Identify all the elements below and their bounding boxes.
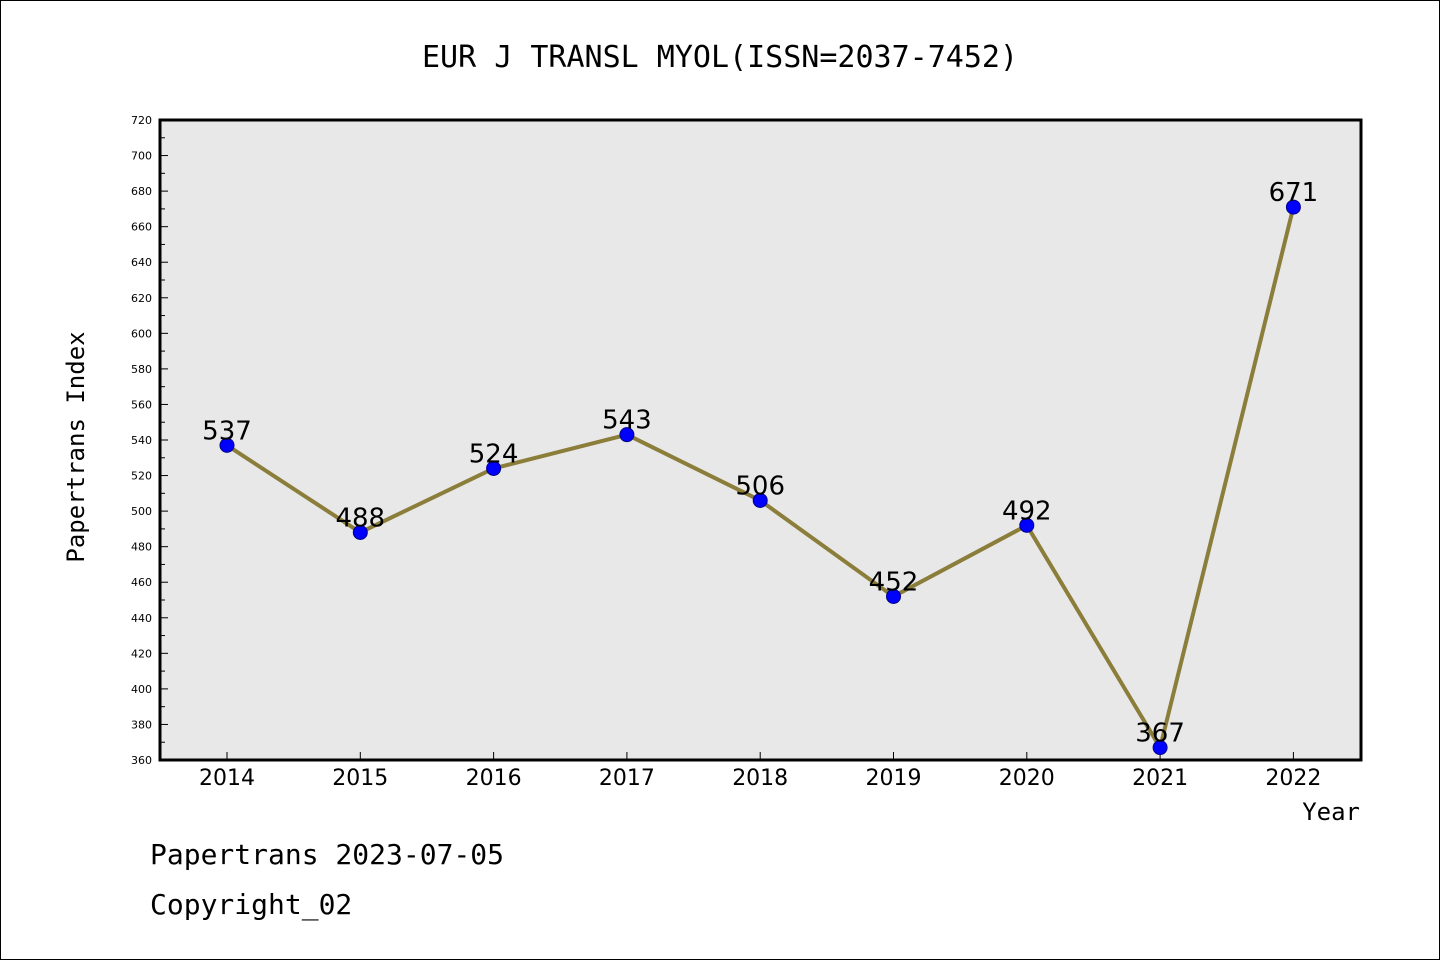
- x-tick-label: 2021: [1132, 766, 1188, 791]
- series-layer: 537 488 524 543 506 452 492 367 671: [202, 178, 1319, 756]
- y-tick-label: 700: [131, 150, 152, 163]
- y-tick-label: 420: [131, 647, 152, 660]
- y-axis-label: Papertrans Index: [62, 331, 90, 562]
- data-point: [886, 588, 901, 604]
- data-point: [1152, 740, 1168, 756]
- data-point: [352, 524, 368, 540]
- data-label: 671: [1269, 178, 1319, 208]
- y-tick-label: 500: [131, 505, 152, 518]
- plot-area: [158, 118, 1363, 762]
- data-label: 492: [1002, 496, 1052, 526]
- y-axis: 360 380 400 420 440 460 480 500 520 540 560 580 600 6…: [131, 114, 168, 767]
- y-tick-label: 720: [131, 114, 152, 127]
- data-label: 537: [202, 416, 252, 446]
- y-tick-label: 460: [131, 576, 152, 589]
- y-tick-label: 360: [131, 754, 152, 767]
- x-tick-label: 2015: [332, 766, 388, 791]
- x-tick-label: 2022: [1265, 766, 1321, 791]
- y-tick-label: 540: [131, 434, 152, 447]
- x-axis: 2014 2015 2016 2017 2018 2019 2020 2021 2022: [199, 752, 1321, 791]
- y-tick-label: 620: [131, 292, 152, 305]
- y-tick-label: 600: [131, 327, 152, 340]
- footer-source: Papertrans 2023-07-05: [150, 838, 504, 871]
- x-tick-label: 2016: [466, 766, 522, 791]
- data-label: 506: [735, 471, 785, 501]
- y-tick-label: 680: [131, 185, 152, 198]
- data-point: [219, 437, 235, 453]
- chart-title: EUR J TRANSL MYOL(ISSN=2037-7452): [422, 40, 1018, 75]
- y-tick-label: 520: [131, 470, 152, 483]
- data-label: 524: [469, 439, 519, 469]
- y-tick-label: 400: [131, 683, 152, 696]
- data-point: [486, 460, 502, 476]
- x-tick-label: 2018: [732, 766, 788, 791]
- footer-copyright: Copyright_02: [150, 888, 352, 922]
- x-tick-label: 2014: [199, 766, 255, 791]
- data-point: [619, 427, 635, 443]
- data-label: 452: [869, 567, 919, 597]
- y-tick-label: 560: [131, 398, 152, 411]
- data-label: 543: [602, 406, 652, 436]
- data-point: [752, 492, 768, 508]
- y-tick-label: 440: [131, 612, 152, 625]
- y-tick-label: 580: [131, 363, 152, 376]
- x-axis-label: Year: [1302, 798, 1360, 826]
- y-tick-label: 380: [131, 718, 152, 731]
- y-tick-label: 640: [131, 256, 152, 269]
- data-label: 488: [335, 503, 385, 533]
- data-point: [1019, 517, 1035, 533]
- data-point: [1285, 199, 1301, 215]
- x-tick-label: 2019: [866, 766, 922, 791]
- x-tick-label: 2017: [599, 766, 655, 791]
- data-label: 367: [1135, 719, 1185, 749]
- y-tick-label: 660: [131, 221, 152, 234]
- y-tick-label: 480: [131, 541, 152, 554]
- x-tick-label: 2020: [999, 766, 1055, 791]
